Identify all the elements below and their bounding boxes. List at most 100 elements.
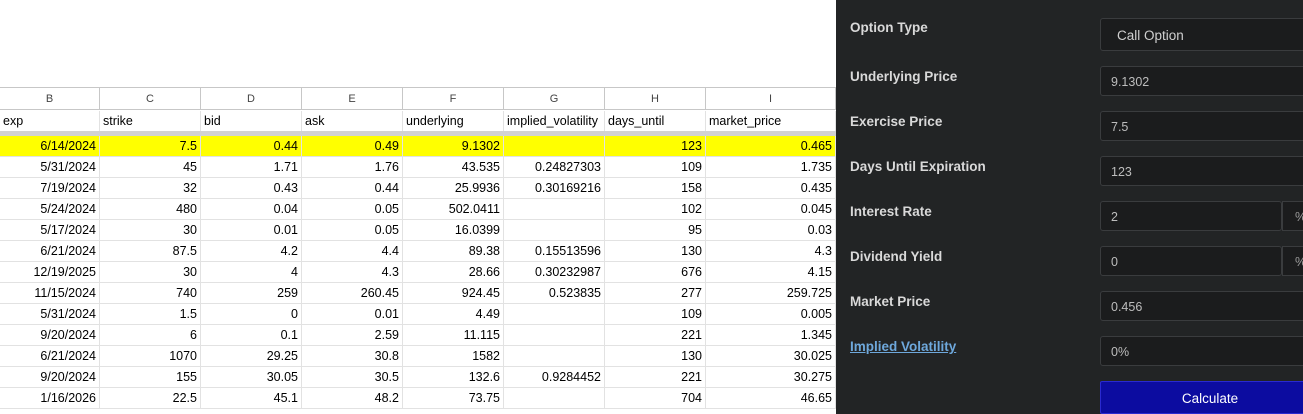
table-cell[interactable]: 221 — [605, 367, 706, 387]
table-cell[interactable]: 0.045 — [706, 199, 836, 219]
option-type-select[interactable]: Call Option — [1100, 18, 1303, 51]
table-cell[interactable]: 6/21/2024 — [0, 241, 100, 261]
table-cell[interactable]: 0.523835 — [504, 283, 605, 303]
table-cell[interactable]: 30.05 — [201, 367, 302, 387]
table-cell[interactable]: 11.115 — [403, 325, 504, 345]
table-cell[interactable]: 132.6 — [403, 367, 504, 387]
table-cell[interactable] — [504, 136, 605, 156]
table-cell[interactable]: 0.04 — [201, 199, 302, 219]
table-cell[interactable]: 25.9936 — [403, 178, 504, 198]
table-cell[interactable]: 109 — [605, 304, 706, 324]
table-cell[interactable]: 0 — [201, 304, 302, 324]
table-cell[interactable]: 102 — [605, 199, 706, 219]
table-cell[interactable]: 46.65 — [706, 388, 836, 408]
table-cell[interactable]: 0.44 — [302, 178, 403, 198]
table-cell[interactable]: 9/20/2024 — [0, 367, 100, 387]
table-cell[interactable]: 0.01 — [302, 304, 403, 324]
header-cell[interactable]: strike — [100, 111, 201, 131]
table-cell[interactable]: 32 — [100, 178, 201, 198]
table-cell[interactable] — [504, 325, 605, 345]
table-cell[interactable]: 0.005 — [706, 304, 836, 324]
header-cell[interactable]: implied_volatility — [504, 111, 605, 131]
table-cell[interactable]: 30 — [100, 262, 201, 282]
table-cell[interactable]: 87.5 — [100, 241, 201, 261]
table-cell[interactable]: 260.45 — [302, 283, 403, 303]
table-cell[interactable]: 0.30232987 — [504, 262, 605, 282]
table-cell[interactable]: 30 — [100, 220, 201, 240]
table-cell[interactable]: 259.725 — [706, 283, 836, 303]
table-cell[interactable]: 0.43 — [201, 178, 302, 198]
table-cell[interactable]: 45.1 — [201, 388, 302, 408]
table-cell[interactable]: 7.5 — [100, 136, 201, 156]
table-cell[interactable]: 109 — [605, 157, 706, 177]
table-cell[interactable]: 30.8 — [302, 346, 403, 366]
table-cell[interactable] — [504, 346, 605, 366]
table-cell[interactable]: 4.49 — [403, 304, 504, 324]
table-cell[interactable]: 1.76 — [302, 157, 403, 177]
table-cell[interactable]: 0.465 — [706, 136, 836, 156]
table-cell[interactable]: 0.9284452 — [504, 367, 605, 387]
column-letter-c[interactable]: C — [100, 88, 201, 110]
table-cell[interactable]: 0.01 — [201, 220, 302, 240]
table-cell[interactable]: 12/19/2025 — [0, 262, 100, 282]
table-cell[interactable] — [504, 220, 605, 240]
implied-volatility-label[interactable]: Implied Volatility — [850, 339, 957, 354]
table-cell[interactable]: 5/31/2024 — [0, 304, 100, 324]
table-cell[interactable]: 1.71 — [201, 157, 302, 177]
market-price-input[interactable]: 0.456 — [1100, 291, 1303, 321]
table-cell[interactable]: 0.44 — [201, 136, 302, 156]
table-cell[interactable]: 0.15513596 — [504, 241, 605, 261]
interest-rate-input[interactable]: 2 — [1100, 201, 1282, 231]
dividend-yield-input[interactable]: 0 — [1100, 246, 1282, 276]
column-letter-b[interactable]: B — [0, 88, 100, 110]
column-letter-e[interactable]: E — [302, 88, 403, 110]
table-cell[interactable]: 6/21/2024 — [0, 346, 100, 366]
days-until-expiration-input[interactable]: 123 — [1100, 156, 1303, 186]
table-cell[interactable]: 9/20/2024 — [0, 325, 100, 345]
header-cell[interactable]: underlying — [403, 111, 504, 131]
implied-volatility-input[interactable]: 0% — [1100, 336, 1303, 366]
header-cell[interactable]: bid — [201, 111, 302, 131]
table-cell[interactable]: 502.0411 — [403, 199, 504, 219]
table-cell[interactable]: 155 — [100, 367, 201, 387]
table-cell[interactable]: 4.3 — [302, 262, 403, 282]
table-cell[interactable]: 48.2 — [302, 388, 403, 408]
table-cell[interactable]: 1.5 — [100, 304, 201, 324]
table-cell[interactable]: 4.4 — [302, 241, 403, 261]
table-cell[interactable]: 5/31/2024 — [0, 157, 100, 177]
table-cell[interactable]: 0.24827303 — [504, 157, 605, 177]
table-cell[interactable]: 0.03 — [706, 220, 836, 240]
table-cell[interactable]: 30.5 — [302, 367, 403, 387]
table-cell[interactable]: 29.25 — [201, 346, 302, 366]
table-cell[interactable]: 924.45 — [403, 283, 504, 303]
header-cell[interactable]: ask — [302, 111, 403, 131]
table-cell[interactable]: 89.38 — [403, 241, 504, 261]
table-cell[interactable]: 6/14/2024 — [0, 136, 100, 156]
frozen-row-divider[interactable] — [0, 131, 836, 136]
table-cell[interactable]: 28.66 — [403, 262, 504, 282]
column-letter-h[interactable]: H — [605, 88, 706, 110]
table-cell[interactable]: 0.30169216 — [504, 178, 605, 198]
table-cell[interactable]: 130 — [605, 241, 706, 261]
column-letter-i[interactable]: I — [706, 88, 836, 110]
table-cell[interactable]: 123 — [605, 136, 706, 156]
table-cell[interactable]: 16.0399 — [403, 220, 504, 240]
table-cell[interactable] — [504, 388, 605, 408]
column-letter-g[interactable]: G — [504, 88, 605, 110]
column-letter-f[interactable]: F — [403, 88, 504, 110]
table-cell[interactable]: 1/16/2026 — [0, 388, 100, 408]
table-cell[interactable]: 130 — [605, 346, 706, 366]
header-cell[interactable]: market_price — [706, 111, 836, 131]
header-cell[interactable]: exp — [0, 111, 100, 131]
table-cell[interactable]: 0.435 — [706, 178, 836, 198]
table-cell[interactable]: 4.15 — [706, 262, 836, 282]
table-cell[interactable]: 5/24/2024 — [0, 199, 100, 219]
table-cell[interactable]: 9.1302 — [403, 136, 504, 156]
table-cell[interactable]: 11/15/2024 — [0, 283, 100, 303]
table-cell[interactable]: 1.345 — [706, 325, 836, 345]
table-cell[interactable]: 4.2 — [201, 241, 302, 261]
table-cell[interactable]: 277 — [605, 283, 706, 303]
table-cell[interactable]: 0.1 — [201, 325, 302, 345]
table-cell[interactable]: 95 — [605, 220, 706, 240]
table-cell[interactable]: 30.025 — [706, 346, 836, 366]
